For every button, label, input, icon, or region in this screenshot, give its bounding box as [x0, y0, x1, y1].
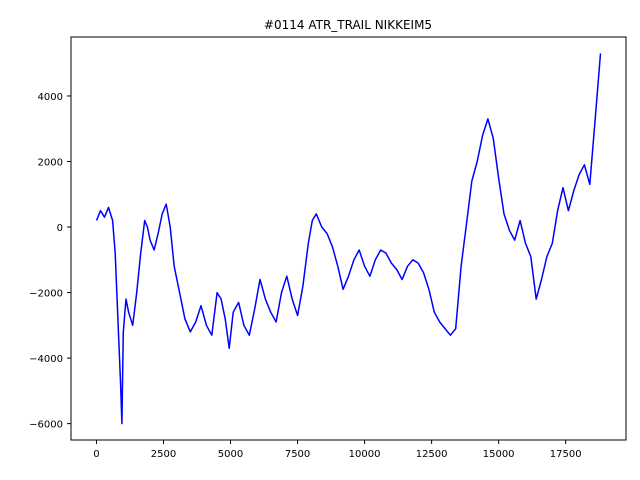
series-line-0 — [95, 53, 602, 425]
y-tick-label: −2000 — [29, 289, 63, 300]
x-tick-label: 12500 — [416, 449, 448, 460]
y-tick-label: 4000 — [38, 92, 63, 103]
x-tick-label: 10000 — [349, 449, 381, 460]
x-tick-label: 15000 — [483, 449, 515, 460]
x-tick-label: 2500 — [151, 449, 176, 460]
x-tick-label: 0 — [93, 449, 99, 460]
y-tick-label: 2000 — [38, 158, 63, 169]
axes-frame — [70, 36, 627, 441]
y-tick-label: 0 — [57, 223, 63, 234]
chart-title: #0114 ATR_TRAIL NIKKEIM5 — [264, 18, 432, 32]
x-tick-label: 5000 — [218, 449, 243, 460]
plot-area — [95, 53, 602, 425]
x-axis: 0 2500 5000 7500 10000 12500 15000 17500 — [93, 440, 582, 460]
x-tick-label: 7500 — [285, 449, 310, 460]
y-tick-label: −4000 — [29, 354, 63, 365]
y-tick-label: −6000 — [29, 420, 63, 431]
y-axis: −6000 −4000 −2000 0 2000 4000 — [29, 92, 71, 431]
x-tick-label: 17500 — [550, 449, 582, 460]
